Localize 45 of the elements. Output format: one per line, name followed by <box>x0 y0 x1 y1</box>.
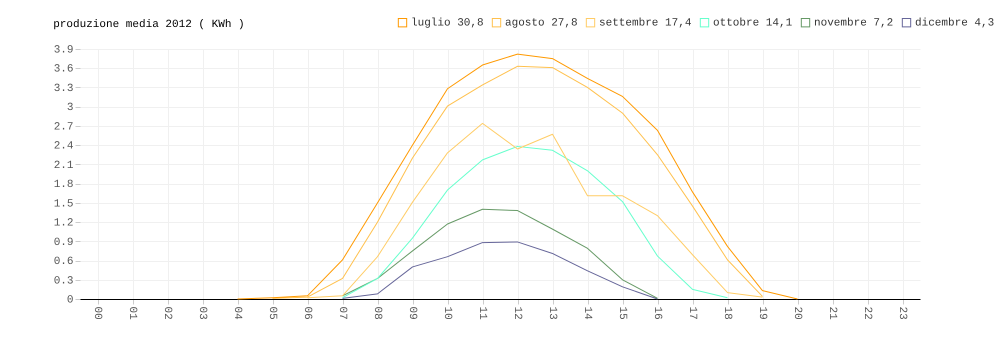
x-tick-label: 22 <box>861 306 873 320</box>
x-tick-label: 21 <box>826 306 838 320</box>
x-tick-label: 08 <box>371 306 383 320</box>
y-tick-label: 2.1 <box>54 160 74 172</box>
x-tick-label: 23 <box>896 306 908 320</box>
y-tick-label: 1.8 <box>54 179 74 192</box>
x-tick-label: 19 <box>756 306 768 320</box>
x-tick-label: 02 <box>161 306 173 320</box>
legend-label: luglio 30,8 <box>411 18 484 30</box>
x-tick-label: 03 <box>196 306 208 320</box>
y-tick-label: 3.3 <box>54 82 74 95</box>
y-tick-label: 0.6 <box>54 256 74 268</box>
x-tick-label: 01 <box>126 306 138 320</box>
x-tick-label: 10 <box>441 306 453 320</box>
x-tick-label: 18 <box>721 306 733 320</box>
legend-label: settembre 17,4 <box>599 18 692 30</box>
y-tick-label: 0.9 <box>54 236 74 249</box>
x-tick-label: 09 <box>406 306 418 320</box>
chart-title: produzione media 2012 ( KWh ) <box>53 19 245 31</box>
x-tick-label: 00 <box>91 306 103 320</box>
x-tick-label: 12 <box>511 306 523 320</box>
y-tick-label: 1.2 <box>54 218 74 230</box>
x-tick-label: 07 <box>336 306 348 320</box>
legend-label: ottobre 14,1 <box>713 18 793 30</box>
x-tick-label: 16 <box>651 306 663 320</box>
y-tick-label: 3 <box>66 102 74 114</box>
y-tick-label: 2.7 <box>54 121 74 134</box>
y-tick-label: 0 <box>66 294 74 306</box>
y-tick-label: 3.6 <box>54 64 74 76</box>
legend-label: agosto 27,8 <box>505 18 578 30</box>
y-tick-label: 3.9 <box>54 44 74 56</box>
x-tick-label: 05 <box>266 306 278 320</box>
x-tick-label: 15 <box>616 306 628 320</box>
x-tick-label: 11 <box>476 306 488 320</box>
y-tick-label: 1.5 <box>54 198 74 210</box>
y-tick-label: 2.4 <box>54 140 74 153</box>
x-tick-label: 20 <box>791 306 803 320</box>
x-tick-label: 04 <box>231 306 243 320</box>
x-tick-label: 17 <box>686 306 698 320</box>
x-tick-label: 06 <box>301 306 313 320</box>
x-tick-label: 14 <box>581 306 593 320</box>
x-tick-label: 13 <box>546 306 558 320</box>
legend-label: novembre 7,2 <box>814 18 894 30</box>
legend-label: dicembre 4,3 <box>915 18 994 30</box>
y-tick-label: 0.3 <box>54 275 74 288</box>
